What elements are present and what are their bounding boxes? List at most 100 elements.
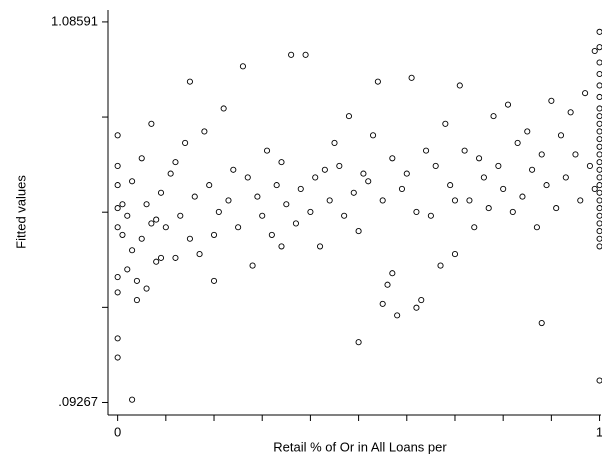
point <box>596 105 602 112</box>
point <box>177 212 184 219</box>
point <box>562 174 569 181</box>
point <box>321 166 328 173</box>
point <box>553 205 560 212</box>
point <box>153 258 160 265</box>
point <box>114 132 121 139</box>
point <box>389 270 396 277</box>
point <box>596 136 602 143</box>
point <box>413 208 420 215</box>
point <box>596 44 602 51</box>
x-axis-label: Retail % of Or in All Loans per <box>273 439 447 454</box>
point <box>596 228 602 235</box>
point <box>235 224 242 231</box>
point <box>370 132 377 139</box>
point <box>148 220 155 227</box>
point <box>596 113 602 120</box>
point <box>143 201 150 208</box>
point <box>408 74 415 81</box>
point <box>427 212 434 219</box>
point <box>292 220 299 227</box>
point <box>302 51 309 58</box>
point <box>172 159 179 166</box>
point <box>596 174 602 181</box>
point <box>114 182 121 189</box>
point <box>596 128 602 135</box>
point <box>341 212 348 219</box>
point <box>278 159 285 166</box>
point <box>418 297 425 304</box>
point <box>485 205 492 212</box>
point <box>143 285 150 292</box>
point <box>148 120 155 127</box>
point <box>162 224 169 231</box>
point <box>331 139 338 147</box>
point <box>591 185 598 192</box>
point <box>596 159 602 166</box>
point <box>114 274 121 281</box>
point <box>326 197 333 204</box>
point <box>225 197 232 204</box>
point <box>350 189 357 196</box>
point <box>283 201 290 208</box>
point <box>519 193 526 200</box>
point <box>374 78 381 85</box>
point <box>442 120 449 127</box>
point <box>316 243 324 250</box>
point <box>543 182 550 189</box>
point <box>191 193 198 200</box>
point <box>186 235 193 242</box>
point <box>129 247 136 254</box>
point <box>456 82 463 89</box>
point <box>119 201 126 208</box>
point <box>596 377 602 384</box>
point <box>514 139 521 147</box>
point <box>259 212 266 219</box>
point <box>182 139 189 147</box>
x-tick-label: 0 <box>114 424 121 439</box>
point <box>596 70 602 78</box>
point <box>451 197 459 204</box>
point <box>596 197 602 204</box>
point <box>244 174 251 181</box>
point <box>423 147 430 154</box>
point <box>466 197 473 204</box>
point <box>586 162 593 169</box>
point <box>133 277 140 284</box>
point <box>268 231 275 238</box>
x-tick-label: 1 <box>596 424 602 439</box>
point <box>254 193 261 200</box>
point <box>538 319 545 327</box>
point <box>461 147 468 154</box>
point <box>210 231 218 238</box>
point <box>138 235 145 242</box>
point <box>538 151 545 158</box>
point <box>495 162 502 169</box>
point <box>596 120 602 127</box>
y-tick-label: 1.08591 <box>51 13 98 28</box>
point <box>114 224 121 231</box>
point <box>360 170 367 177</box>
point <box>263 147 271 154</box>
point <box>186 78 193 85</box>
point <box>596 182 602 189</box>
point <box>129 396 136 403</box>
point <box>596 212 602 219</box>
point <box>114 354 121 361</box>
point <box>379 197 386 204</box>
point <box>355 228 362 235</box>
point <box>129 178 136 185</box>
point <box>114 162 121 169</box>
y-axis-label: Fitted values <box>13 175 28 249</box>
point <box>384 281 391 288</box>
point <box>249 262 256 269</box>
point <box>379 300 386 307</box>
point <box>288 51 295 58</box>
point <box>432 162 439 169</box>
point <box>312 174 319 181</box>
point <box>582 90 589 97</box>
point <box>345 113 353 120</box>
point <box>529 166 536 173</box>
point <box>210 277 218 284</box>
point <box>548 97 555 104</box>
